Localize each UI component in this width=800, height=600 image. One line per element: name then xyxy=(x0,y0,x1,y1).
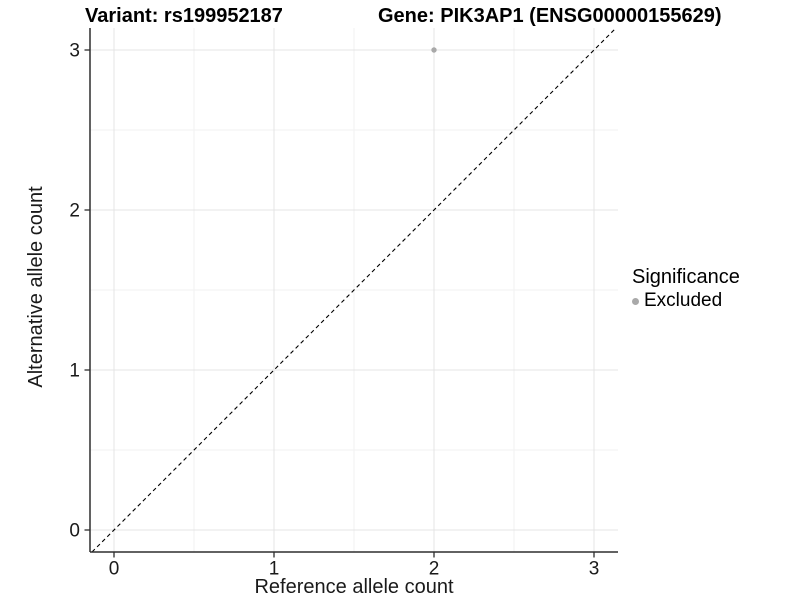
legend-item-label: Excluded xyxy=(644,290,723,311)
y-tick-label: 2 xyxy=(69,201,80,222)
legend-title: Significance xyxy=(632,266,740,288)
x-tick-label: 2 xyxy=(429,559,440,580)
y-tick-label: 3 xyxy=(69,41,80,62)
x-tick-label: 1 xyxy=(269,559,280,580)
legend: Significance Excluded xyxy=(632,266,740,312)
data-point xyxy=(431,47,437,53)
axis-tick-marks xyxy=(84,49,595,558)
x-tick-label: 0 xyxy=(109,559,120,580)
major-gridlines xyxy=(90,28,618,552)
plot-title-gene: Gene: PIK3AP1 (ENSG00000155629) xyxy=(378,5,722,27)
y-tick-label: 1 xyxy=(69,361,80,382)
identity-dashed-line xyxy=(91,27,617,553)
data-points xyxy=(431,47,437,53)
plot-title-variant: Variant: rs199952187 xyxy=(85,5,283,27)
legend-point-icon xyxy=(632,297,639,305)
y-axis-title: Alternative allele count xyxy=(25,186,47,388)
axis-lines xyxy=(89,28,618,553)
axis-tick-labels: 0 1 2 3 0 1 2 3 xyxy=(69,41,599,580)
legend-item-excluded: Excluded xyxy=(632,290,740,312)
x-axis-title: Reference allele count xyxy=(254,576,453,598)
y-tick-label: 0 xyxy=(69,521,80,542)
x-tick-label: 3 xyxy=(589,559,600,580)
minor-gridlines xyxy=(90,28,618,552)
